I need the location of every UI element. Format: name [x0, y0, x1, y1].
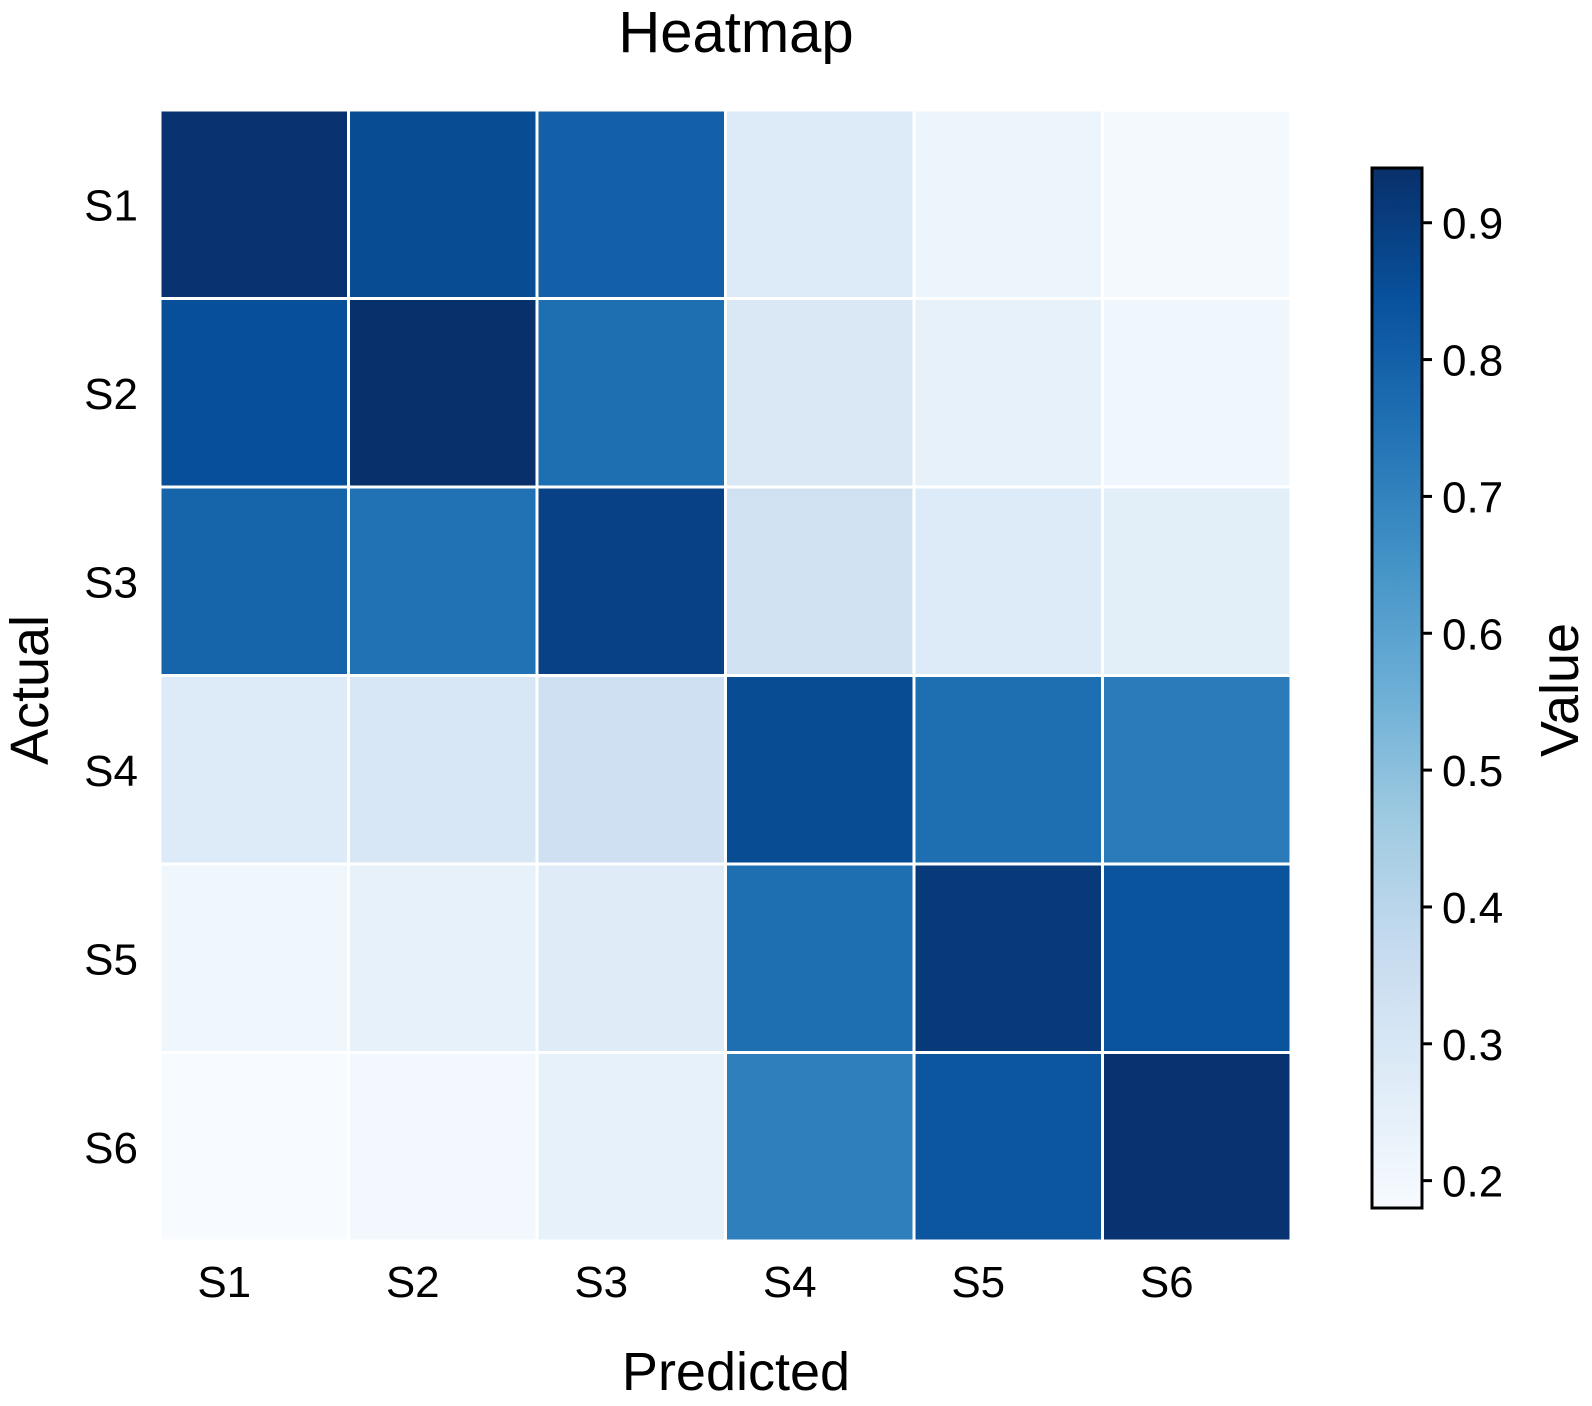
- heatmap-cell-S3-S6: [1101, 485, 1293, 677]
- x-tick-label: S2: [386, 1258, 440, 1307]
- heatmap-cell-S5-S4: [724, 862, 916, 1054]
- heatmap-cell-S4-S5: [912, 674, 1104, 866]
- colorbar-tick-label: 0.5: [1442, 747, 1503, 796]
- colorbar: [1370, 166, 1424, 1210]
- y-tick-label: S2: [84, 370, 138, 419]
- heatmap-cell-S6-S2: [347, 1051, 539, 1243]
- y-tick-label: S4: [84, 747, 138, 796]
- heatmap-cell-S1-S4: [724, 108, 916, 300]
- y-tick-label: S5: [84, 935, 138, 984]
- heatmap-cell-S2-S1: [158, 297, 350, 489]
- heatmap-cell-S4-S6: [1101, 674, 1293, 866]
- x-tick-label: S5: [951, 1258, 1005, 1307]
- chart-title: Heatmap: [618, 0, 853, 65]
- heatmap-cell-S2-S6: [1101, 297, 1293, 489]
- heatmap-cell-S5-S1: [158, 862, 350, 1054]
- y-tick-label: S3: [84, 558, 138, 607]
- heatmap-cell-S5-S3: [535, 862, 727, 1054]
- colorbar-tick-label: 0.8: [1442, 337, 1503, 386]
- x-axis-label: Predicted: [622, 1342, 850, 1401]
- heatmap-cell-S2-S5: [912, 297, 1104, 489]
- colorbar-tick-label: 0.4: [1442, 884, 1503, 933]
- heatmap-cell-S6-S1: [158, 1051, 350, 1243]
- heatmap-cell-S3-S4: [724, 485, 916, 677]
- heatmap-cell-S1-S2: [347, 108, 539, 300]
- heatmap-cell-S3-S3: [535, 485, 727, 677]
- heatmap-cell-S4-S1: [158, 674, 350, 866]
- heatmap-cell-S1-S6: [1101, 108, 1293, 300]
- heatmap-cell-S6-S3: [535, 1051, 727, 1243]
- heatmap-cell-S1-S3: [535, 108, 727, 300]
- y-tick-label: S6: [84, 1124, 138, 1173]
- heatmap-cell-S1-S5: [912, 108, 1104, 300]
- x-tick-label: S3: [574, 1258, 628, 1307]
- heatmap-cell-S6-S6: [1101, 1051, 1293, 1243]
- heatmap-cell-S5-S6: [1101, 862, 1293, 1054]
- heatmap-cell-S3-S5: [912, 485, 1104, 677]
- heatmap-cell-S2-S4: [724, 297, 916, 489]
- heatmap-cells: [158, 108, 1293, 1243]
- x-tick-label: S6: [1140, 1258, 1194, 1307]
- heatmap-cell-S4-S2: [347, 674, 539, 866]
- heatmap-cell-S6-S4: [724, 1051, 916, 1243]
- heatmap-cell-S3-S2: [347, 485, 539, 677]
- heatmap-cell-S3-S1: [158, 485, 350, 677]
- colorbar-tick-label: 0.9: [1442, 200, 1503, 249]
- heatmap-cell-S1-S1: [158, 108, 350, 300]
- heatmap-cell-S4-S3: [535, 674, 727, 866]
- y-tick-label: S1: [84, 181, 138, 230]
- x-tick-label: S1: [197, 1258, 251, 1307]
- colorbar-ticks: 0.2 0.3 0.4 0.5 0.6 0.7 0.8 0.9: [1422, 200, 1503, 1207]
- x-tick-label: S4: [763, 1258, 817, 1307]
- heatmap-cell-S4-S4: [724, 674, 916, 866]
- heatmap-cell-S5-S2: [347, 862, 539, 1054]
- colorbar-tick-label: 0.6: [1442, 610, 1503, 659]
- heatmap-cell-S2-S2: [347, 297, 539, 489]
- y-axis-label: Actual: [0, 615, 60, 765]
- y-tick-labels: S1 S2 S3 S4 S5 S6: [84, 181, 138, 1173]
- heatmap-cell-S6-S5: [912, 1051, 1104, 1243]
- x-tick-labels: S1 S2 S3 S4 S5 S6: [197, 1258, 1193, 1307]
- colorbar-label: Value: [1530, 623, 1590, 757]
- heatmap-cell-S2-S3: [535, 297, 727, 489]
- colorbar-tick-label: 0.2: [1442, 1158, 1503, 1207]
- colorbar-tick-label: 0.7: [1442, 473, 1503, 522]
- colorbar-tick-label: 0.3: [1442, 1021, 1503, 1070]
- heatmap-cell-S5-S5: [912, 862, 1104, 1054]
